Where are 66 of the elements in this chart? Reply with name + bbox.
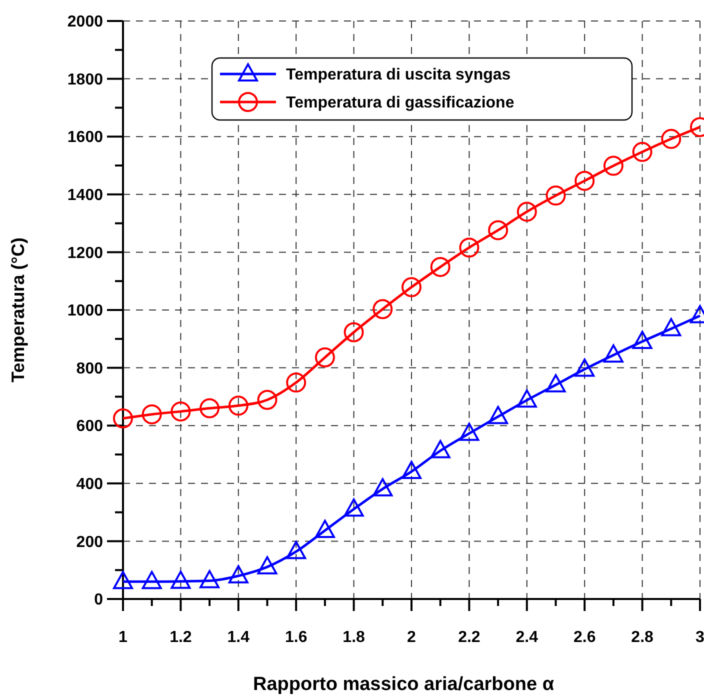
- point: [632, 142, 652, 162]
- x-tick-label: 1.4: [227, 629, 250, 646]
- point: [430, 440, 450, 458]
- y-tick-label: 2000: [67, 14, 104, 31]
- point: [372, 478, 393, 496]
- x-tick-label: 1.6: [284, 629, 308, 646]
- point: [516, 202, 537, 222]
- point: [574, 170, 595, 191]
- point: [603, 156, 624, 176]
- y-axis-title: Temperatura (°C): [8, 238, 28, 382]
- y-tick-label: 400: [76, 476, 104, 493]
- y-tick-label: 600: [76, 418, 104, 436]
- x-tick-label: 2.8: [631, 629, 654, 646]
- legend-label: Temperatura di uscita syngas: [286, 66, 511, 84]
- point: [228, 396, 248, 416]
- y-tick-label: 1800: [67, 71, 104, 88]
- point: [314, 347, 335, 368]
- x-tick-label: 2: [407, 629, 416, 646]
- point: [402, 277, 422, 298]
- point: [228, 565, 248, 584]
- x-tick-label: 1.2: [170, 629, 192, 646]
- point: [459, 238, 480, 258]
- point: [430, 256, 450, 277]
- y-tick-label: 1000: [67, 302, 104, 320]
- x-tick-label: 2.6: [573, 629, 596, 646]
- y-tick-label: 0: [94, 592, 104, 609]
- y-tick-label: 1400: [67, 187, 104, 204]
- point: [257, 556, 278, 574]
- point: [516, 389, 537, 408]
- point: [459, 422, 480, 441]
- point: [488, 406, 508, 424]
- point: [314, 520, 335, 538]
- y-tick-label: 800: [76, 360, 104, 378]
- point: [170, 570, 191, 589]
- point: [488, 220, 508, 240]
- point: [170, 401, 191, 422]
- point: [113, 570, 133, 590]
- point: [632, 330, 652, 349]
- point: [546, 186, 566, 206]
- x-tick-label: 1: [118, 629, 128, 646]
- x-tick-label: 1.8: [342, 629, 366, 646]
- point: [372, 299, 393, 320]
- point: [603, 344, 624, 363]
- point: [344, 322, 364, 342]
- point: [142, 404, 162, 424]
- point: [661, 318, 682, 336]
- x-tick-label: 3: [696, 629, 704, 646]
- point: [113, 408, 133, 428]
- legend-label: Temperatura di gassificazione: [286, 94, 514, 112]
- point: [402, 460, 422, 480]
- point: [142, 570, 162, 590]
- point: [286, 372, 306, 393]
- point: [257, 390, 278, 410]
- point: [661, 128, 682, 149]
- point: [200, 570, 220, 588]
- x-axis-title: Rapporto massico aria/carbone α: [253, 674, 554, 695]
- point: [200, 398, 220, 418]
- point: [546, 374, 566, 392]
- y-tick-label: 1600: [67, 129, 104, 146]
- y-tick-label: 200: [76, 534, 104, 551]
- point: [344, 498, 364, 517]
- x-tick-label: 2.2: [458, 629, 480, 646]
- x-tick-label: 2.4: [516, 629, 538, 646]
- y-tick-label: 1200: [67, 244, 104, 262]
- point: [286, 540, 306, 560]
- point: [574, 358, 595, 377]
